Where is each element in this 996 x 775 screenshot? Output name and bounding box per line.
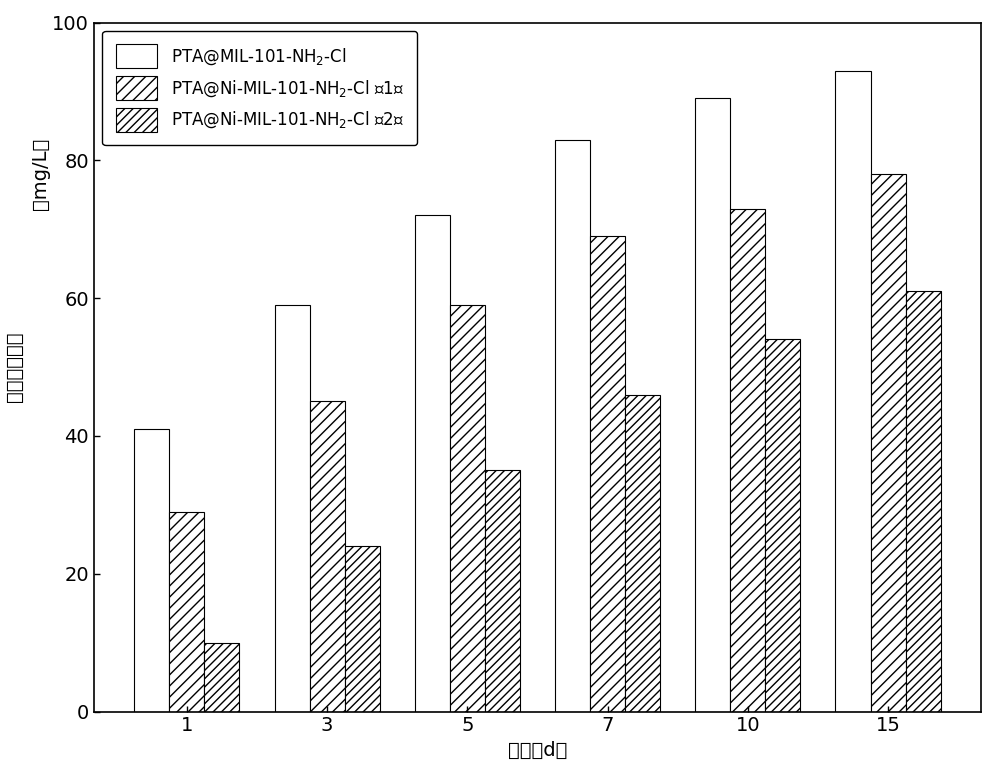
Bar [555,140,590,711]
X-axis label: 时间（d）: 时间（d） [508,741,567,760]
Bar [765,339,801,711]
Bar [871,174,905,711]
Bar [836,71,871,711]
Bar [169,512,204,711]
Bar [485,470,520,711]
Bar [414,215,450,711]
Text: 钓离子溢出量: 钓离子溢出量 [5,332,24,402]
Bar [275,305,310,711]
Bar [345,546,379,711]
Bar [134,429,169,711]
Bar [730,208,765,711]
Bar [310,401,345,711]
Bar [695,98,730,711]
Bar [625,394,660,711]
Legend: PTA@MIL-101-NH$_2$-Cl, PTA@Ni-MIL-101-NH$_2$-Cl （1）, PTA@Ni-MIL-101-NH$_2$-Cl （2: PTA@MIL-101-NH$_2$-Cl, PTA@Ni-MIL-101-NH… [103,31,417,145]
Bar [590,236,625,711]
Bar [450,305,485,711]
Bar [905,291,940,711]
Text: （mg/L）: （mg/L） [31,138,50,210]
Bar [204,642,239,711]
